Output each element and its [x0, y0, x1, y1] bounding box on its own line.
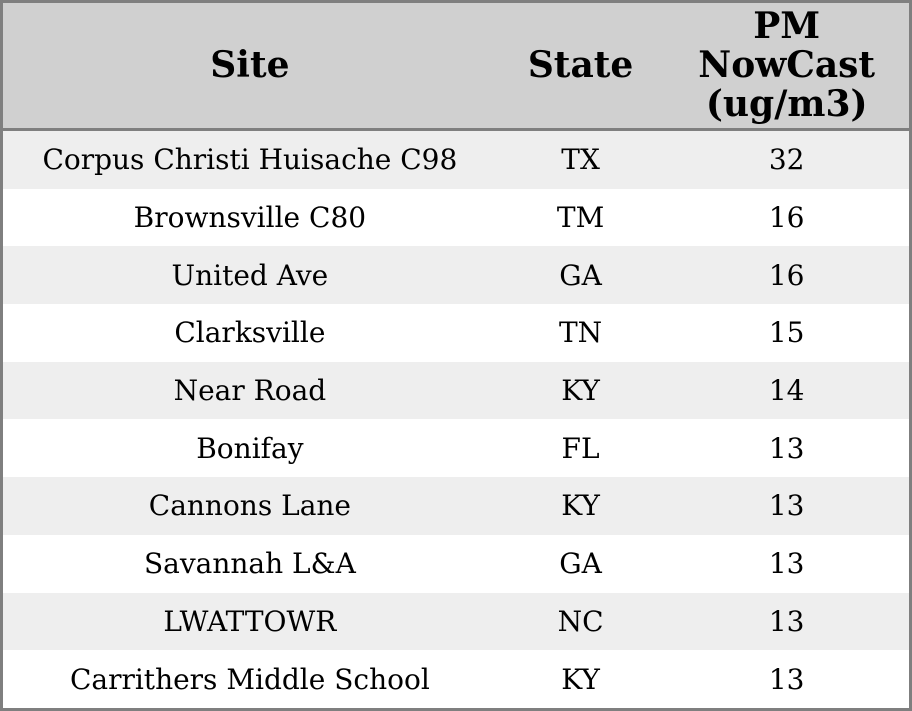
state-cell: TX	[561, 143, 600, 177]
pm-header-line-2: NowCast	[698, 44, 876, 87]
state-cell: GA	[559, 547, 602, 581]
table-row: Near Road KY 14	[3, 361, 909, 420]
column-header-pm-nowcast: PM NowCast (ug/m3)	[664, 3, 909, 131]
site-cell: Near Road	[173, 374, 327, 408]
state-cell: GA	[559, 258, 602, 292]
state-cell: KY	[561, 662, 600, 696]
table-row: United Ave GA 16	[3, 246, 909, 305]
column-header-site: Site	[3, 3, 497, 131]
pm-header-line-1: PM	[753, 5, 821, 48]
table-row: Brownsville C80 TM 16	[3, 188, 909, 247]
site-cell: LWATTOWR	[163, 604, 337, 638]
state-cell: NC	[557, 604, 604, 638]
table-header-row: Site State PM NowCast (ug/m3)	[3, 3, 909, 131]
pm-nowcast-cell: 13	[768, 489, 805, 523]
state-cell: KY	[561, 489, 600, 523]
table-row: Bonifay FL 13	[3, 419, 909, 478]
site-cell: Savannah L&A	[143, 547, 356, 581]
pm-nowcast-cell: 32	[768, 143, 805, 177]
pm-nowcast-cell: 13	[768, 662, 805, 696]
table-row: Carrithers Middle School KY 13	[3, 650, 909, 708]
pm-nowcast-cell: 15	[768, 316, 805, 350]
state-cell: TM	[556, 201, 605, 235]
table-row: Savannah L&A GA 13	[3, 534, 909, 593]
table-row: Corpus Christi Huisache C98 TX 32	[3, 129, 909, 189]
table-header: Site State PM NowCast (ug/m3)	[3, 3, 909, 131]
state-cell: FL	[561, 431, 600, 465]
state-cell: KY	[561, 374, 600, 408]
state-cell: TN	[558, 316, 603, 350]
site-cell: Corpus Christi Huisache C98	[42, 143, 458, 177]
table-row: LWATTOWR NC 13	[3, 592, 909, 651]
site-cell: Brownsville C80	[133, 201, 367, 235]
pm-nowcast-cell: 13	[768, 547, 805, 581]
table-row: Cannons Lane KY 13	[3, 477, 909, 535]
pm-header-line-3: (ug/m3)	[705, 82, 868, 125]
column-header-state: State	[496, 3, 665, 131]
table-row: Clarksville TN 15	[3, 304, 909, 362]
pm-nowcast-cell: 16	[768, 258, 805, 292]
site-cell: Cannons Lane	[148, 489, 351, 523]
table-body: Corpus Christi Huisache C98 TX 32 Browns…	[3, 129, 909, 708]
pm-nowcast-table: Site State PM NowCast (ug/m3) Corpus Chr…	[3, 3, 909, 708]
site-cell: Clarksville	[174, 316, 326, 350]
site-cell: Carrithers Middle School	[69, 662, 430, 696]
site-cell: United Ave	[171, 258, 329, 292]
pm-nowcast-cell: 16	[768, 201, 805, 235]
site-cell: Bonifay	[196, 431, 304, 465]
pm-nowcast-cell: 13	[768, 431, 805, 465]
pm-nowcast-cell: 14	[768, 374, 805, 408]
pm-nowcast-cell: 13	[768, 604, 805, 638]
